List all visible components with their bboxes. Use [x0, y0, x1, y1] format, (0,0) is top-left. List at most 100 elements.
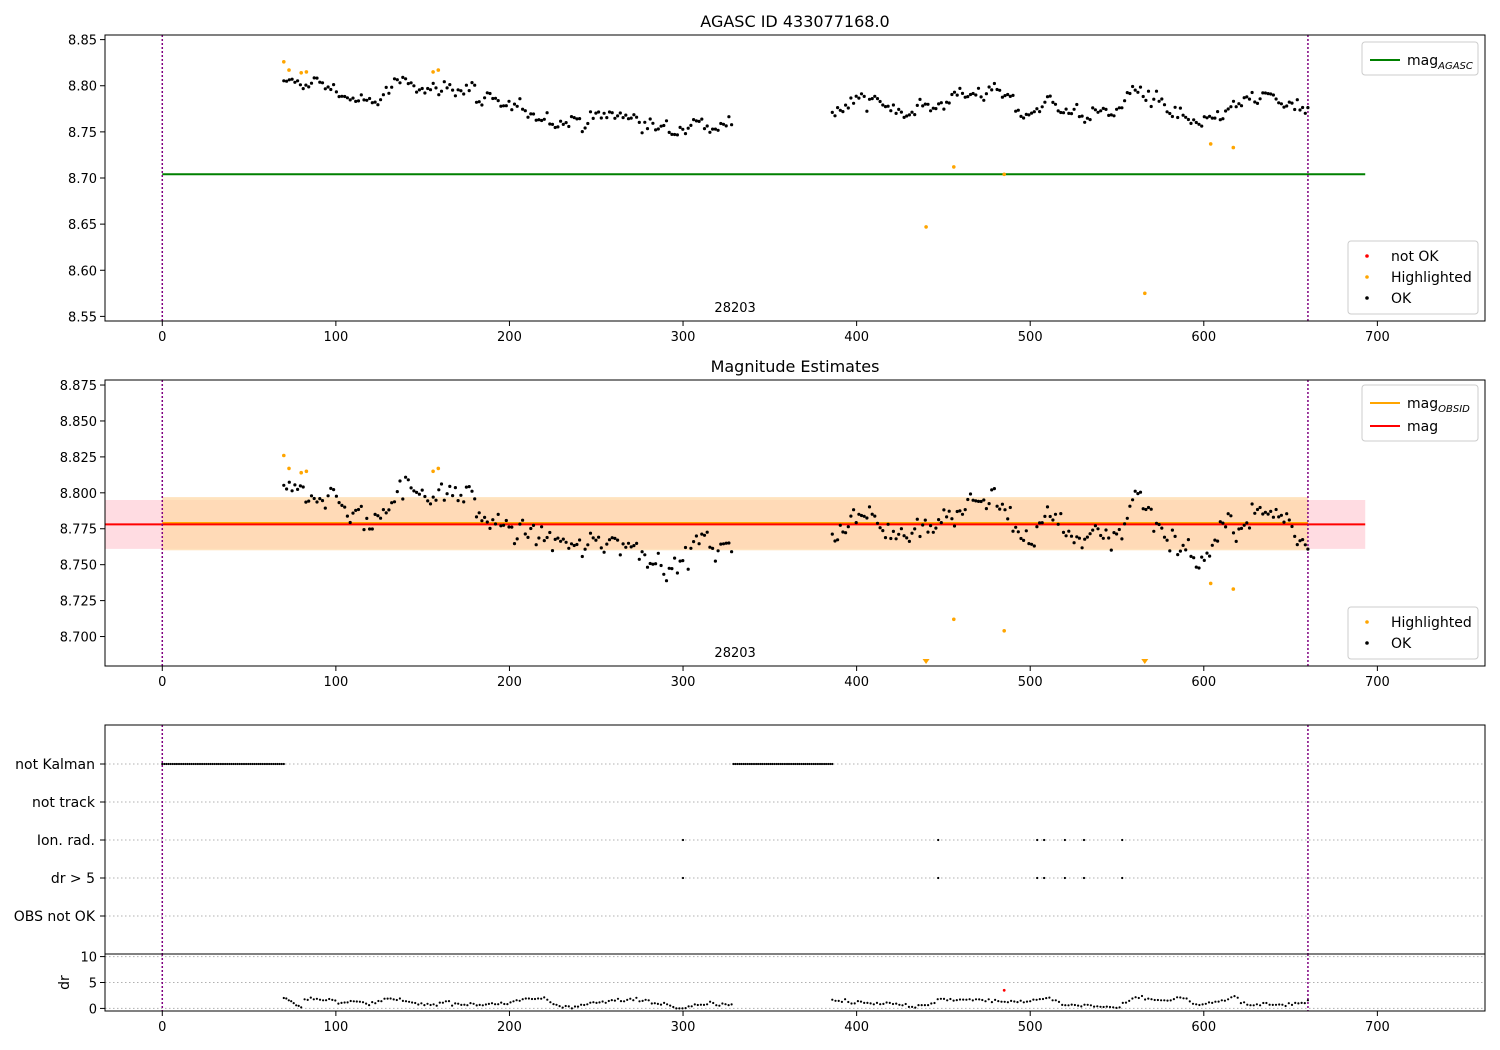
- dr-ytick-label-0: 0: [89, 1002, 97, 1017]
- agasc-ok-point-137: [656, 127, 660, 131]
- flag-point-0-1-6: [744, 762, 747, 766]
- estimates-ok-point-321: [1245, 521, 1249, 525]
- estimates-ok-point-158: [713, 559, 718, 563]
- flag-point-3-3: [1043, 876, 1046, 880]
- agasc-ok-point-52: [426, 86, 430, 91]
- flag-point-2-3: [1043, 838, 1046, 842]
- dr-ok-point-273: [1230, 996, 1233, 999]
- estimates-ok-point-251: [1059, 511, 1063, 516]
- dr-ok-point-122: [653, 1002, 656, 1005]
- agasc-ok-point-332: [1274, 97, 1278, 101]
- agasc-highlighted-point-9: [1143, 291, 1147, 296]
- estimates-ok-point-103: [564, 540, 568, 544]
- estimates-ok-point-199: [921, 523, 925, 527]
- dr-ok-point-145: [724, 1003, 727, 1006]
- agasc-ok-point-29: [362, 98, 366, 102]
- dr-ok-point-151: [840, 1000, 844, 1004]
- flag-point-0-0-36: [236, 762, 239, 766]
- agasc-ok-point-336: [1285, 104, 1289, 108]
- estimates-ok-point-49: [417, 492, 421, 496]
- dr-ok-point-179: [930, 1002, 933, 1005]
- dr-panel: 0 100 200 300 400 500 600 700 0 5 10 dr: [57, 0, 1486, 1035]
- estimates-ok-point-98: [550, 549, 555, 553]
- estimates-ok-point-288: [1157, 522, 1161, 527]
- dr-ok-point-1: [285, 997, 288, 1000]
- dr-ytick-label-2: 10: [80, 951, 97, 966]
- dr-ok-point-193: [974, 998, 978, 1001]
- estimates-ok-point-144: [675, 571, 680, 575]
- agasc-ok-point-94: [540, 118, 544, 123]
- dr-ok-point-269: [1217, 1000, 1220, 1003]
- agasc-highlighted-point-8: [1002, 172, 1006, 177]
- estimates-ok-point-327: [1261, 512, 1265, 516]
- agasc-ok-point-64: [459, 89, 463, 93]
- dr-ok-point-171: [904, 1002, 907, 1006]
- dr-ok-point-257: [1179, 996, 1182, 999]
- estimates-ok-point-324: [1253, 511, 1257, 515]
- estimates-ok-point-142: [670, 567, 674, 571]
- flag-point-0-1-43: [820, 762, 824, 766]
- estimates-ok-point-304: [1200, 555, 1204, 559]
- agasc-legend-point-label-2: OK: [1391, 291, 1412, 307]
- estimates-offscale-marker-1: [1141, 659, 1149, 664]
- agasc-ytick-label-3: 8.70: [68, 172, 97, 187]
- dr-ok-point-120: [647, 999, 650, 1002]
- estimates-ok-point-322: [1247, 526, 1252, 530]
- agasc-highlighted-point-6: [924, 225, 928, 229]
- agasc-ok-point-200: [923, 102, 927, 106]
- agasc-ok-point-114: [594, 111, 598, 115]
- estimates-ok-point-320: [1242, 523, 1246, 527]
- estimates-ok-point-84: [512, 542, 517, 546]
- dr-ok-point-265: [1204, 1002, 1207, 1005]
- estimates-ok-point-88: [523, 532, 527, 536]
- estimates-ok-point-208: [945, 515, 949, 519]
- estimates-ok-point-74: [485, 520, 489, 524]
- estimates-ok-point-131: [640, 550, 644, 554]
- dr-ok-point-198: [990, 1001, 994, 1004]
- estimates-ok-point-299: [1186, 538, 1190, 542]
- flags-ytick-label-2: Ion. rad.: [37, 833, 95, 849]
- dr-ok-point-113: [626, 998, 629, 1002]
- flag-point-0-1-1: [734, 762, 737, 766]
- agasc-ok-point-286: [1152, 97, 1156, 101]
- estimates-ok-point-314: [1226, 512, 1230, 516]
- agasc-ok-point-95: [542, 117, 546, 121]
- estimates-ok-point-143: [673, 556, 677, 560]
- estimates-ok-point-269: [1107, 536, 1111, 540]
- estimates-ok-point-253: [1064, 534, 1068, 538]
- flag-point-0-0-40: [245, 762, 248, 766]
- agasc-ok-point-135: [651, 121, 655, 125]
- agasc-ok-point-206: [939, 101, 943, 105]
- agasc-ok-point-3: [290, 77, 294, 81]
- agasc-ok-point-230: [1003, 94, 1007, 98]
- dr-ok-point-263: [1198, 1003, 1201, 1007]
- dr-ok-point-75: [509, 1001, 512, 1004]
- estimates-ok-point-202: [929, 524, 933, 528]
- flag-point-0-1-18: [769, 762, 772, 766]
- dr-ok-point-5: [295, 1004, 298, 1007]
- agasc-ok-point-165: [830, 110, 834, 114]
- agasc-ok-point-33: [373, 100, 377, 104]
- estimates-ok-point-5: [296, 487, 300, 491]
- estimates-ok-point-112: [588, 531, 593, 535]
- agasc-ok-point-228: [998, 88, 1002, 92]
- dr-ok-point-199: [994, 998, 997, 1002]
- agasc-ok-point-147: [683, 132, 688, 136]
- estimates-ok-point-7: [301, 485, 305, 489]
- dr-ok-point-160: [869, 1002, 872, 1005]
- flag-point-0-0-37: [238, 762, 241, 766]
- flag-point-0-1-5: [742, 762, 745, 766]
- agasc-legend-marker-2: [1365, 296, 1369, 300]
- agasc-ok-point-154: [702, 127, 707, 131]
- agasc-ok-point-218: [971, 91, 975, 96]
- dr-ok-point-297: [1306, 999, 1309, 1002]
- flag-point-0-1-38: [810, 762, 813, 766]
- dr-ok-point-223: [1070, 1003, 1073, 1006]
- estimates-ok-point-48: [415, 490, 419, 494]
- estimates-ok-point-232: [1008, 505, 1012, 510]
- agasc-ok-point-221: [979, 95, 983, 99]
- agasc-ok-point-265: [1096, 110, 1100, 114]
- agasc-ok-point-100: [556, 125, 560, 129]
- estimates-ok-point-140: [664, 579, 669, 583]
- agasc-ok-point-132: [643, 120, 647, 124]
